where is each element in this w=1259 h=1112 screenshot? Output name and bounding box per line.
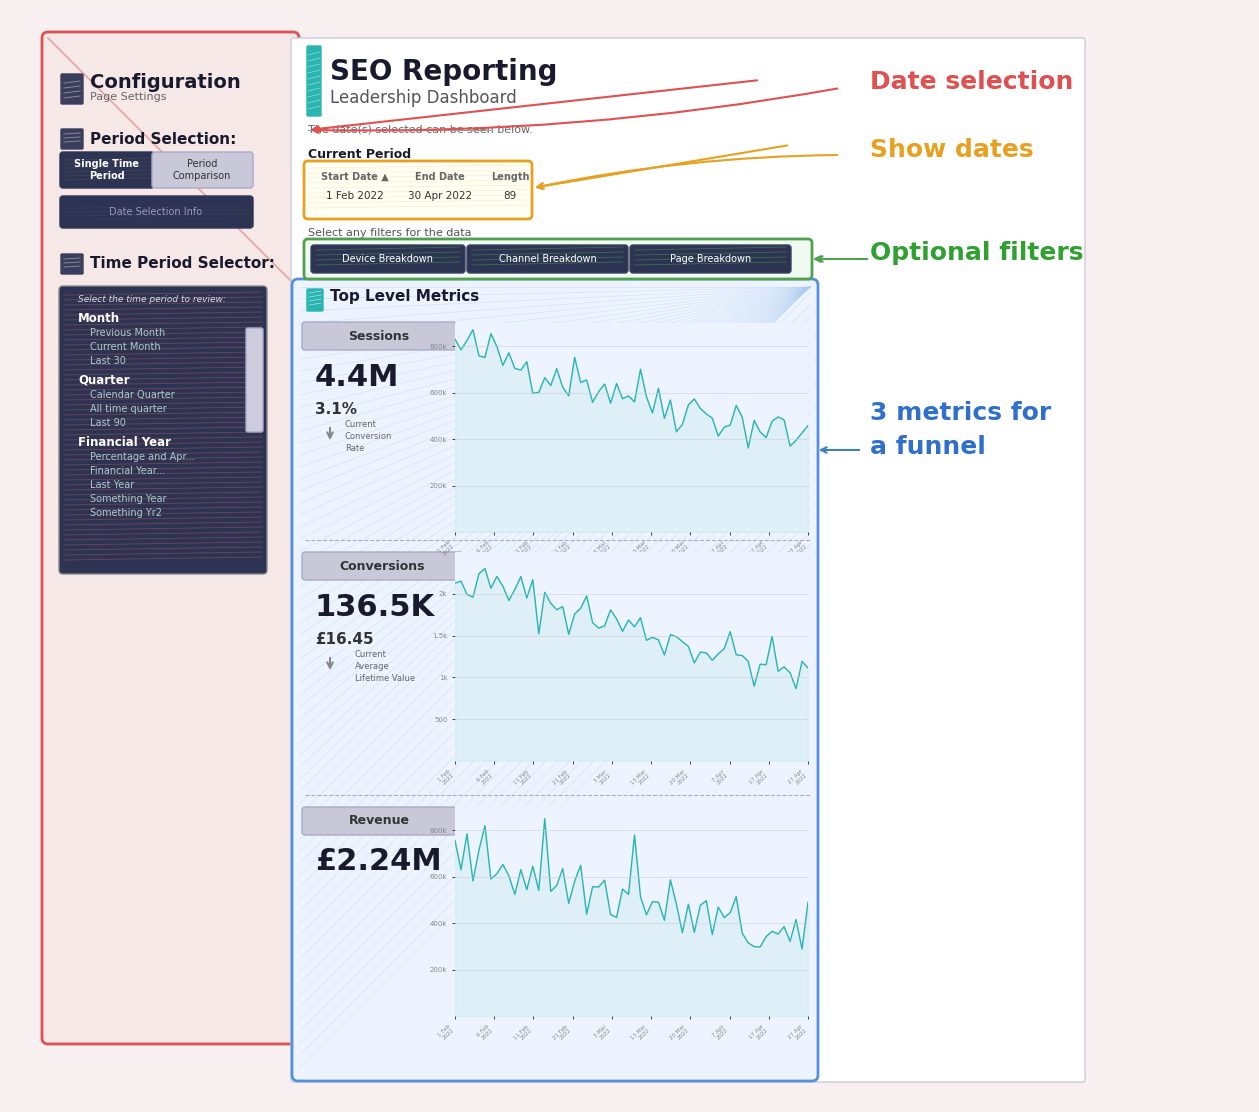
Text: Quarter: Quarter	[78, 374, 130, 387]
Text: Start Date ▲: Start Date ▲	[321, 172, 389, 182]
FancyBboxPatch shape	[303, 161, 533, 219]
Text: Configuration: Configuration	[89, 73, 240, 92]
FancyBboxPatch shape	[59, 286, 267, 574]
Text: Optional filters: Optional filters	[870, 241, 1084, 265]
Text: Date selection: Date selection	[870, 70, 1074, 95]
Text: £2.24M: £2.24M	[315, 847, 442, 876]
Text: Calendar Quarter: Calendar Quarter	[89, 390, 175, 400]
Text: Length: Length	[491, 172, 529, 182]
Text: 3 metrics for
a funnel: 3 metrics for a funnel	[870, 401, 1051, 459]
FancyBboxPatch shape	[60, 152, 154, 188]
Text: Conversions: Conversions	[339, 559, 424, 573]
Text: Show dates: Show dates	[870, 138, 1034, 162]
Text: Date Selection Info: Date Selection Info	[110, 207, 203, 217]
FancyBboxPatch shape	[292, 279, 818, 1081]
Text: Month: Month	[78, 311, 120, 325]
Text: Time Period Selector:: Time Period Selector:	[89, 257, 274, 271]
FancyBboxPatch shape	[60, 129, 83, 149]
FancyBboxPatch shape	[60, 196, 253, 228]
Text: Current
Conversion
Rate: Current Conversion Rate	[345, 420, 393, 453]
FancyBboxPatch shape	[60, 254, 83, 274]
Text: All time quarter: All time quarter	[89, 404, 166, 414]
Text: Leadership Dashboard: Leadership Dashboard	[330, 89, 516, 107]
Text: Period
Comparison: Period Comparison	[172, 159, 232, 181]
FancyBboxPatch shape	[302, 552, 463, 580]
Text: End Date: End Date	[415, 172, 465, 182]
Text: Current Month: Current Month	[89, 342, 161, 353]
Text: Current Period: Current Period	[308, 149, 412, 161]
Text: Device Breakdown: Device Breakdown	[342, 254, 433, 264]
FancyBboxPatch shape	[60, 75, 83, 105]
Text: Select the time period to review:: Select the time period to review:	[78, 296, 225, 305]
Text: Page Settings: Page Settings	[89, 92, 166, 102]
Text: 4.4M: 4.4M	[315, 363, 399, 391]
FancyBboxPatch shape	[302, 807, 456, 835]
Text: Channel Breakdown: Channel Breakdown	[499, 254, 597, 264]
Text: Single Time
Period: Single Time Period	[74, 159, 140, 181]
Text: Something Year: Something Year	[89, 494, 166, 504]
Text: Current
Average
Lifetime Value: Current Average Lifetime Value	[355, 651, 415, 683]
FancyBboxPatch shape	[303, 239, 812, 279]
Text: Last 30: Last 30	[89, 356, 126, 366]
Text: Financial Year...: Financial Year...	[89, 466, 165, 476]
FancyBboxPatch shape	[630, 245, 791, 274]
Text: Previous Month: Previous Month	[89, 328, 165, 338]
Text: Select any filters for the data: Select any filters for the data	[308, 228, 472, 238]
FancyBboxPatch shape	[467, 245, 628, 274]
Text: Page Breakdown: Page Breakdown	[670, 254, 752, 264]
Text: 1 Feb 2022: 1 Feb 2022	[326, 191, 384, 201]
Text: Period Selection:: Period Selection:	[89, 131, 237, 147]
Text: Sessions: Sessions	[349, 329, 409, 342]
Text: 136.5K: 136.5K	[315, 593, 436, 622]
FancyBboxPatch shape	[152, 152, 253, 188]
FancyBboxPatch shape	[42, 32, 298, 1044]
Text: 89: 89	[504, 191, 516, 201]
Text: Financial Year: Financial Year	[78, 436, 171, 448]
Text: Percentage and Apr...: Percentage and Apr...	[89, 451, 195, 461]
Text: £16.45: £16.45	[315, 633, 374, 647]
Text: Last 90: Last 90	[89, 418, 126, 428]
Text: 3.1%: 3.1%	[315, 403, 358, 417]
FancyBboxPatch shape	[311, 245, 465, 274]
Text: Top Level Metrics: Top Level Metrics	[330, 289, 480, 305]
FancyBboxPatch shape	[291, 38, 1085, 1082]
FancyBboxPatch shape	[307, 46, 321, 116]
Text: Something Yr2: Something Yr2	[89, 508, 162, 518]
Text: 30 Apr 2022: 30 Apr 2022	[408, 191, 472, 201]
FancyBboxPatch shape	[246, 328, 263, 431]
Text: SEO Reporting: SEO Reporting	[330, 58, 558, 86]
Text: Last Year: Last Year	[89, 480, 135, 490]
Text: Revenue: Revenue	[349, 814, 409, 827]
FancyBboxPatch shape	[307, 289, 324, 311]
Text: The date(s) selected can be seen below.: The date(s) selected can be seen below.	[308, 125, 533, 135]
FancyBboxPatch shape	[302, 322, 456, 350]
